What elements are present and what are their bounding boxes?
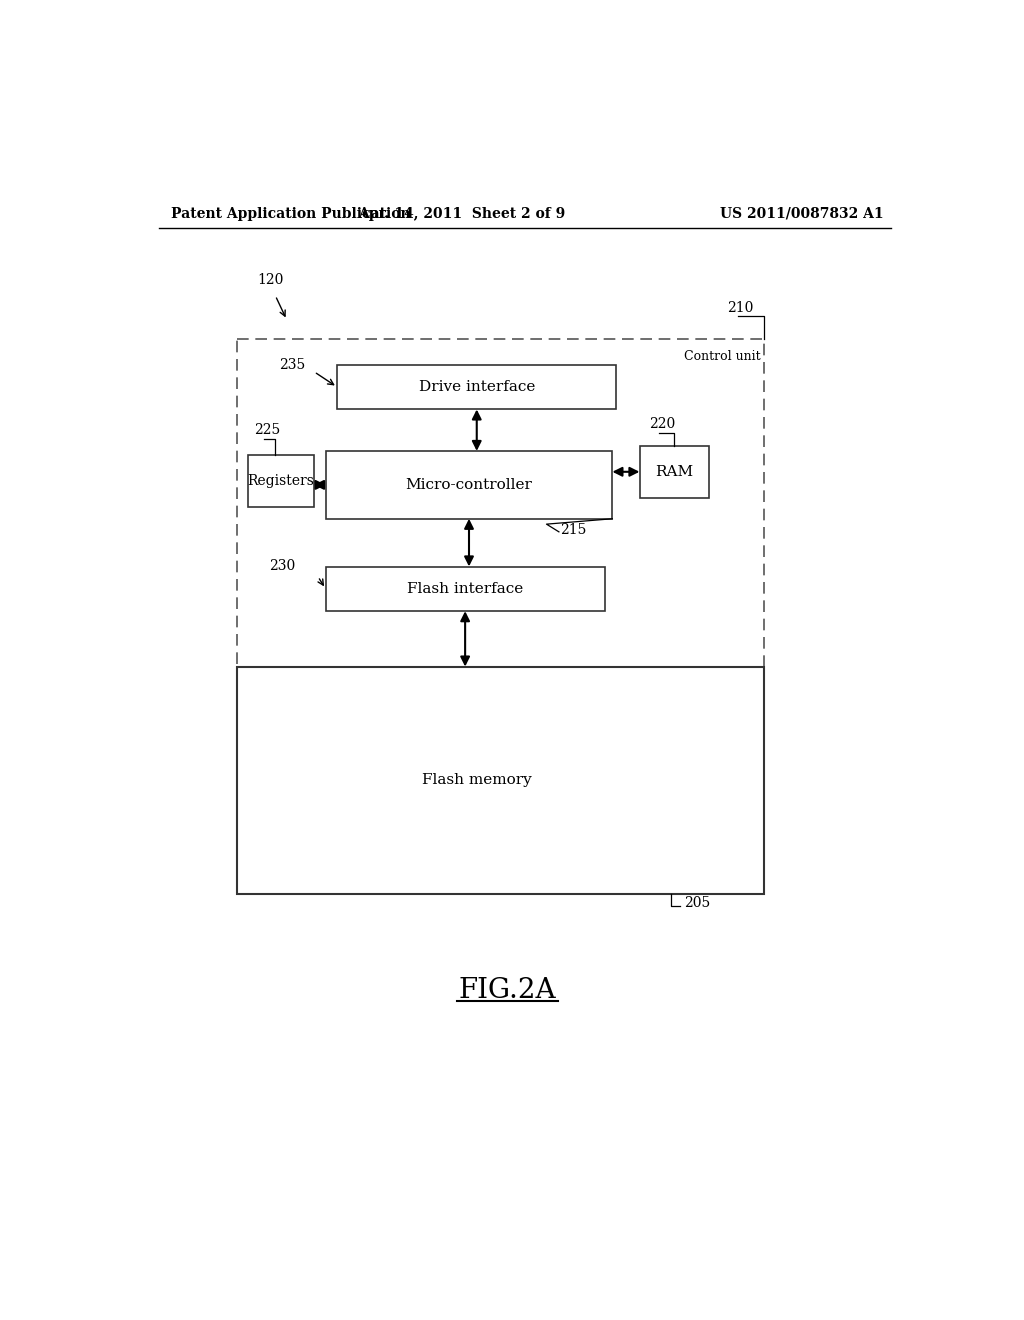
Bar bbox=[326, 451, 612, 519]
Text: Flash interface: Flash interface bbox=[407, 582, 523, 595]
Text: 235: 235 bbox=[280, 358, 305, 372]
Text: 120: 120 bbox=[257, 273, 284, 286]
Text: RAM: RAM bbox=[655, 465, 693, 479]
Text: Patent Application Publication: Patent Application Publication bbox=[171, 207, 411, 220]
Bar bbox=[248, 455, 314, 507]
Text: 220: 220 bbox=[649, 417, 675, 430]
Bar bbox=[337, 364, 616, 409]
Text: 215: 215 bbox=[560, 523, 587, 537]
Text: 210: 210 bbox=[727, 301, 754, 315]
Text: Flash memory: Flash memory bbox=[422, 774, 531, 787]
Text: 225: 225 bbox=[254, 422, 281, 437]
Text: 205: 205 bbox=[684, 896, 711, 909]
Text: 230: 230 bbox=[269, 560, 295, 573]
Bar bbox=[326, 566, 604, 611]
Text: Apr. 14, 2011  Sheet 2 of 9: Apr. 14, 2011 Sheet 2 of 9 bbox=[357, 207, 565, 220]
Text: FIG.2A: FIG.2A bbox=[459, 977, 557, 1003]
Text: US 2011/0087832 A1: US 2011/0087832 A1 bbox=[721, 207, 884, 220]
Text: Micro-controller: Micro-controller bbox=[406, 478, 532, 492]
Bar bbox=[237, 339, 764, 717]
Text: Drive interface: Drive interface bbox=[419, 380, 535, 395]
Text: Registers: Registers bbox=[248, 474, 314, 488]
Text: Control unit: Control unit bbox=[684, 350, 761, 363]
Bar bbox=[237, 667, 764, 894]
Bar bbox=[640, 446, 710, 498]
